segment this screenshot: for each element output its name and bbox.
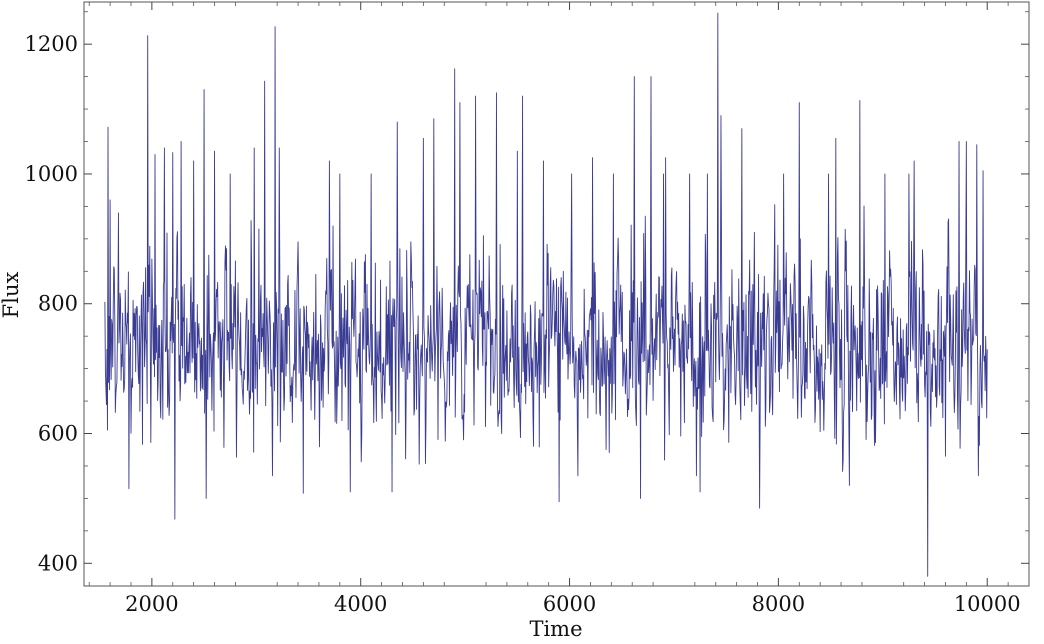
plot-frame — [83, 1, 1030, 587]
y-tick-labels: 400 600 800 1000 1200 — [25, 32, 78, 575]
y-tick-label: 800 — [38, 292, 78, 316]
y-axis-title: Flux — [0, 272, 23, 319]
x-tick-label: 6000 — [543, 592, 596, 616]
x-axis-title: Time — [529, 617, 582, 641]
y-tick-label: 1200 — [25, 32, 78, 56]
x-tick-label: 2000 — [125, 592, 178, 616]
y-tick-label: 400 — [38, 551, 78, 575]
major-ticks — [84, 2, 1029, 586]
x-tick-label: 4000 — [334, 592, 387, 616]
x-tick-labels: 2000 4000 6000 8000 10000 — [125, 592, 1020, 616]
x-tick-label: 8000 — [752, 592, 805, 616]
y-tick-label: 1000 — [25, 162, 78, 186]
x-tick-label: 10000 — [954, 592, 1021, 616]
y-tick-label: 600 — [38, 422, 78, 446]
flux-series-line — [104, 12, 988, 577]
minor-ticks — [84, 2, 1030, 586]
